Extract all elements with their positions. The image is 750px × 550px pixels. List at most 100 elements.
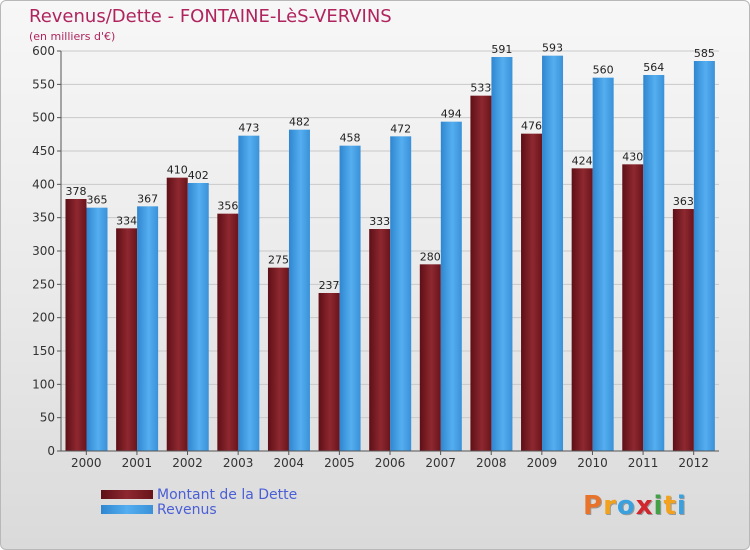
legend-swatch-dette	[101, 490, 153, 499]
bar-dette	[65, 199, 87, 451]
data-label-revenus: 402	[188, 169, 209, 182]
bar-revenus	[542, 55, 564, 452]
y-tick-label: 300	[32, 244, 55, 258]
data-label-dette: 378	[66, 185, 87, 198]
x-tick-label: 2001	[122, 456, 153, 470]
bar-revenus	[390, 136, 412, 452]
legend: Montant de la Dette Revenus	[101, 486, 298, 518]
data-label-revenus: 472	[390, 122, 411, 135]
bar-dette	[116, 228, 138, 451]
bar-revenus	[238, 135, 260, 451]
x-tick-label: 2002	[172, 456, 203, 470]
bar-revenus	[187, 183, 209, 451]
data-label-dette: 275	[268, 254, 289, 267]
bar-dette	[521, 133, 543, 451]
logo-letter: r	[603, 491, 617, 521]
data-label-revenus: 585	[694, 47, 715, 60]
x-tick-label: 2005	[324, 456, 355, 470]
data-label-revenus: 494	[441, 108, 462, 121]
x-tick-label: 2000	[71, 456, 102, 470]
data-label-dette: 280	[420, 250, 441, 263]
data-label-dette: 424	[572, 154, 593, 167]
bar-dette	[622, 164, 644, 452]
bar-dette	[672, 209, 694, 451]
bars	[65, 55, 715, 452]
logo-letter: P	[583, 491, 604, 521]
data-label-revenus: 458	[340, 132, 361, 145]
y-tick-label: 600	[32, 44, 55, 58]
x-tick-label: 2009	[527, 456, 558, 470]
bar-revenus	[288, 129, 310, 451]
x-tick-label: 2006	[375, 456, 406, 470]
data-label-revenus: 367	[137, 192, 158, 205]
x-tick-label: 2012	[678, 456, 709, 470]
bar-dette	[217, 213, 239, 451]
legend-label-revenus: Revenus	[157, 501, 217, 518]
bar-revenus	[86, 207, 108, 451]
proxiti-logo: Proxiti	[583, 491, 687, 521]
data-label-dette: 237	[319, 279, 340, 292]
legend-label-dette: Montant de la Dette	[157, 486, 298, 503]
bar-revenus	[339, 145, 361, 451]
data-label-revenus: 591	[491, 43, 512, 56]
chart-subtitle: (en milliers d'€)	[29, 30, 116, 43]
axes: 0 50 100 150 200 250 300 350 400 450 500 550 600 2000…	[32, 44, 719, 470]
bar-revenus	[592, 77, 614, 452]
y-tick-label: 450	[32, 144, 55, 158]
y-tick-label: 500	[32, 111, 55, 125]
bar-dette	[166, 177, 188, 451]
y-tick-label: 550	[32, 77, 55, 91]
logo-letter: x	[635, 491, 654, 521]
y-tick-label: 250	[32, 277, 55, 291]
bar-dette	[267, 267, 289, 451]
data-label-dette: 430	[622, 150, 643, 163]
legend-item-revenus: Revenus	[101, 501, 297, 518]
logo-letter: o	[616, 491, 636, 521]
bar-dette	[369, 229, 391, 451]
x-tick-label: 2004	[273, 456, 304, 470]
y-tick-label: 400	[32, 177, 55, 191]
y-tick-label: 150	[32, 344, 55, 358]
logo-letter: i	[653, 491, 664, 521]
bar-revenus	[693, 61, 715, 451]
bar-dette	[318, 293, 340, 451]
data-label-dette: 533	[470, 82, 491, 95]
chart-title: Revenus/Dette - FONTAINE-LèS-VERVINS	[29, 6, 392, 27]
legend-item-dette: Montant de la Dette	[101, 486, 298, 503]
bar-dette	[419, 264, 441, 451]
data-label-revenus: 473	[238, 122, 259, 135]
data-label-dette: 334	[116, 214, 137, 227]
data-label-dette: 410	[167, 164, 188, 177]
x-tick-label: 2008	[476, 456, 507, 470]
data-label-revenus: 593	[542, 42, 563, 55]
bar-revenus	[137, 206, 159, 451]
y-tick-label: 200	[32, 311, 55, 325]
data-label-dette: 363	[673, 195, 694, 208]
bar-dette	[470, 95, 492, 452]
y-tick-label: 350	[32, 211, 55, 225]
data-label-revenus: 365	[87, 194, 108, 207]
x-tick-label: 2011	[628, 456, 659, 470]
legend-swatch-revenus	[101, 505, 153, 514]
bar-dette	[571, 168, 593, 452]
data-label-dette: 476	[521, 120, 542, 133]
x-tick-label: 2003	[223, 456, 254, 470]
bar-revenus	[491, 57, 513, 451]
data-label-revenus: 482	[289, 116, 310, 129]
bar-revenus	[643, 75, 665, 451]
x-tick-label: 2007	[425, 456, 456, 470]
y-tick-label: 0	[47, 444, 55, 458]
y-tick-label: 100	[32, 377, 55, 391]
logo-letter: i	[676, 491, 687, 521]
data-label-dette: 333	[369, 215, 390, 228]
x-tick-label: 2010	[577, 456, 608, 470]
data-label-revenus: 564	[643, 61, 664, 74]
logo-letter: t	[663, 491, 677, 521]
data-label-dette: 356	[217, 200, 238, 213]
y-tick-label: 50	[40, 411, 55, 425]
bar-revenus	[440, 121, 462, 452]
data-label-revenus: 560	[593, 64, 614, 77]
